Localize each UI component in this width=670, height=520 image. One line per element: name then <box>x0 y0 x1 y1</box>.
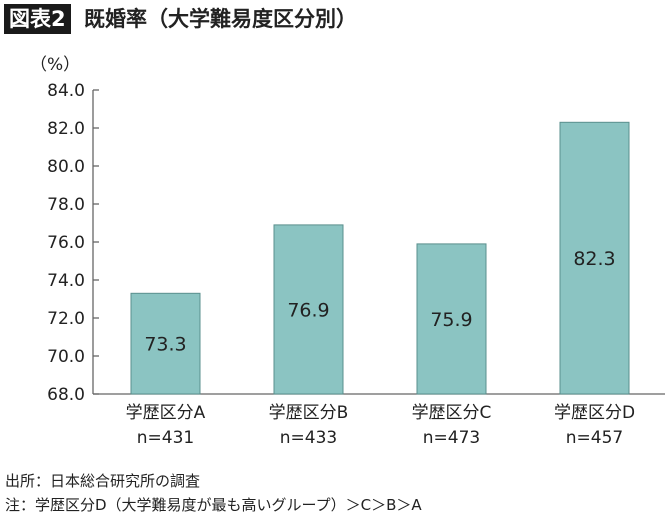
bar-chart: （%） 68.0 70.0 72.0 74.0 76.0 78.0 80.0 82.0 84.0… <box>30 55 665 448</box>
data-label: 73.3 <box>144 334 186 356</box>
x-tick-label: 学歴区分D <box>554 403 635 423</box>
y-tick-label: 82.0 <box>47 119 85 139</box>
y-tick-label: 84.0 <box>47 81 85 101</box>
y-tick-label: 78.0 <box>47 195 85 215</box>
sample-size-label: n=431 <box>137 428 194 448</box>
y-axis-unit: （%） <box>30 55 80 75</box>
data-label: 76.9 <box>287 299 329 321</box>
sample-size-label: n=433 <box>280 428 337 448</box>
chart-title: 既婚率（大学難易度区分別） <box>84 7 357 31</box>
y-tick-label: 76.0 <box>47 233 85 253</box>
bar <box>559 121 630 395</box>
figure-badge: 図表2 <box>4 4 71 34</box>
sample-size-label: n=457 <box>566 428 623 448</box>
y-tick-label: 68.0 <box>47 385 85 405</box>
footnote: 注：学歴区分D（大学難易度が最も高いグループ）＞C＞B＞A <box>5 496 422 514</box>
y-tick-label: 74.0 <box>47 271 85 291</box>
y-tick-label: 70.0 <box>47 347 85 367</box>
x-tick-label: 学歴区分B <box>269 403 349 423</box>
sample-size-label: n=473 <box>423 428 480 448</box>
x-tick-label: 学歴区分C <box>412 403 492 423</box>
bar <box>130 292 201 395</box>
bar <box>416 243 487 395</box>
data-label: 82.3 <box>573 248 615 270</box>
y-tick-label: 80.0 <box>47 157 85 177</box>
bar <box>273 224 344 395</box>
x-tick-label: 学歴区分A <box>126 403 206 423</box>
data-label: 75.9 <box>430 309 472 331</box>
source-note: 出所：日本総合研究所の調査 <box>5 472 201 490</box>
y-tick-label: 72.0 <box>47 309 85 329</box>
